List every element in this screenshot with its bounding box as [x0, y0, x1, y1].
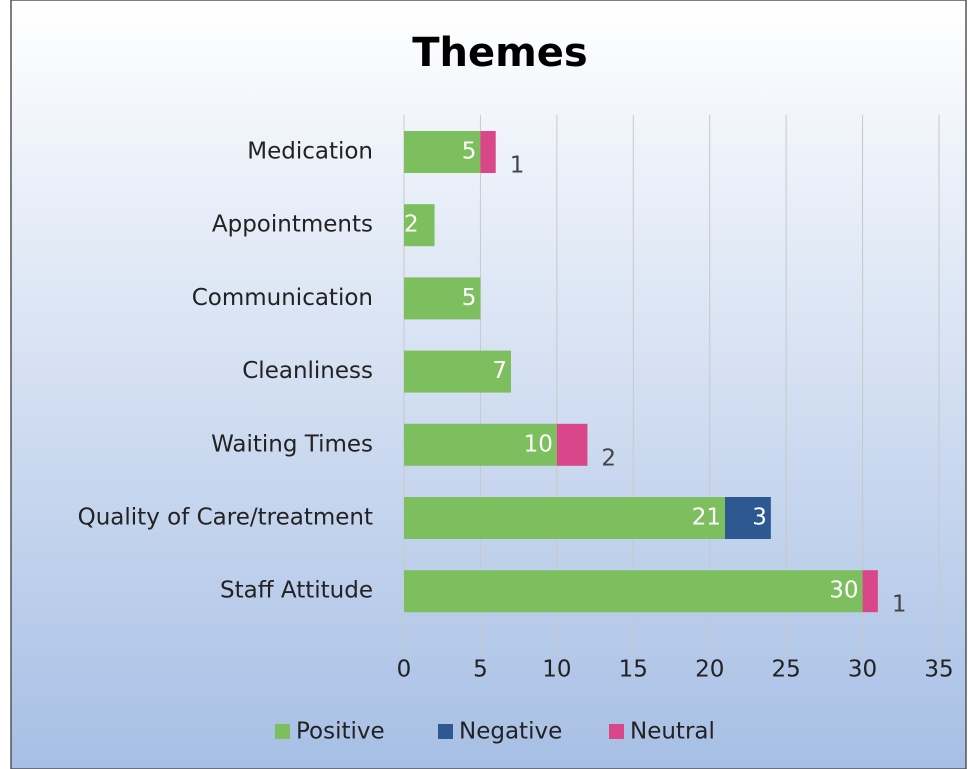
bar-segment	[480, 131, 496, 173]
legend-swatch	[609, 724, 624, 739]
legend-label: Neutral	[630, 719, 715, 745]
legend-label: Positive	[296, 719, 385, 745]
bar-segment	[862, 570, 878, 613]
bar-segment	[404, 570, 863, 613]
data-label: 1	[510, 153, 525, 179]
y-tick-label: Communication	[192, 285, 373, 311]
x-tick-label: 10	[542, 657, 571, 683]
x-tick-label: 15	[619, 657, 648, 683]
legend-label: Negative	[459, 719, 562, 745]
data-label: 2	[601, 445, 616, 471]
data-label: 7	[492, 358, 507, 384]
data-label: 5	[462, 285, 477, 311]
x-tick-label: 5	[473, 657, 488, 683]
x-tick-label: 20	[695, 657, 724, 683]
y-tick-label: Waiting Times	[211, 431, 373, 457]
chart-title: Themes	[412, 30, 588, 76]
y-tick-label: Staff Attitude	[220, 578, 373, 604]
bar-segment	[556, 423, 588, 466]
data-label: 3	[752, 505, 767, 531]
bar-segment	[404, 131, 481, 173]
bar-segment	[404, 497, 725, 539]
bar-segment	[404, 277, 481, 320]
bar-segment	[404, 350, 511, 393]
legend-swatch	[438, 724, 453, 739]
data-label: 10	[524, 431, 553, 457]
legend-swatch	[275, 724, 290, 739]
data-label: 1	[892, 592, 907, 618]
y-tick-label: Medication	[247, 139, 373, 165]
data-label: 21	[692, 505, 721, 531]
bar-segment	[725, 497, 771, 539]
x-tick-label: 30	[848, 657, 877, 683]
bar-segment	[404, 423, 557, 466]
y-tick-label: Appointments	[212, 212, 373, 238]
y-tick-label: Cleanliness	[242, 358, 373, 384]
x-tick-label: 35	[924, 657, 953, 683]
x-tick-label: 25	[772, 657, 801, 683]
bar-segment	[404, 204, 435, 247]
data-label: 5	[462, 139, 477, 165]
data-label: 30	[829, 578, 858, 604]
y-tick-label: Quality of Care/treatment	[78, 505, 373, 531]
data-label: 2	[404, 212, 419, 238]
x-tick-label: 0	[397, 657, 412, 683]
